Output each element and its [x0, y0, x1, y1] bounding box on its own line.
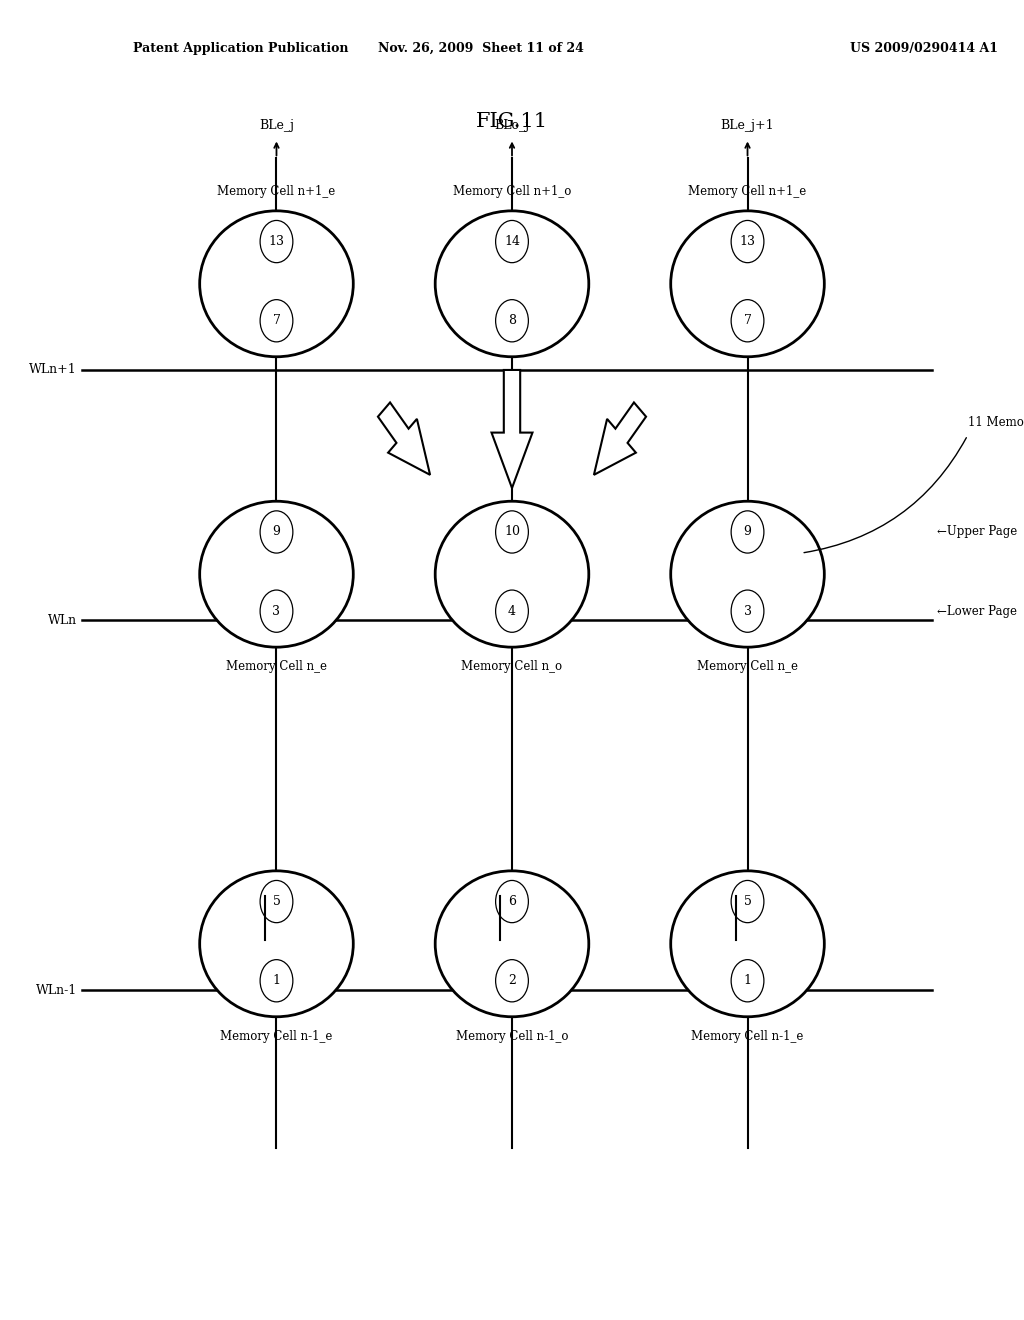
Text: 5: 5 [743, 895, 752, 908]
Ellipse shape [200, 871, 353, 1016]
Text: BLe_j+1: BLe_j+1 [721, 119, 774, 132]
Text: BLo_j: BLo_j [495, 119, 529, 132]
Text: WLn+1: WLn+1 [29, 363, 77, 376]
Text: 1: 1 [743, 974, 752, 987]
Text: 10: 10 [504, 525, 520, 539]
Text: 3: 3 [743, 605, 752, 618]
Text: WLn-1: WLn-1 [36, 983, 77, 997]
Text: Memory Cell n-1_e: Memory Cell n-1_e [691, 1030, 804, 1043]
Text: WLn: WLn [48, 614, 77, 627]
Ellipse shape [435, 211, 589, 356]
Text: 4: 4 [508, 605, 516, 618]
Text: 9: 9 [272, 525, 281, 539]
Text: US 2009/0290414 A1: US 2009/0290414 A1 [850, 42, 998, 55]
Text: 5: 5 [272, 895, 281, 908]
Text: 9: 9 [743, 525, 752, 539]
Ellipse shape [435, 502, 589, 647]
Ellipse shape [671, 871, 824, 1016]
Text: 6: 6 [508, 895, 516, 908]
Polygon shape [492, 370, 532, 488]
Text: 7: 7 [743, 314, 752, 327]
Text: 1: 1 [272, 974, 281, 987]
Polygon shape [378, 403, 430, 475]
Text: 13: 13 [268, 235, 285, 248]
Text: 11 Memory Cell: 11 Memory Cell [968, 416, 1024, 429]
Text: Memory Cell n-1_e: Memory Cell n-1_e [220, 1030, 333, 1043]
Text: Memory Cell n_o: Memory Cell n_o [462, 660, 562, 673]
Text: 8: 8 [508, 314, 516, 327]
Text: Nov. 26, 2009  Sheet 11 of 24: Nov. 26, 2009 Sheet 11 of 24 [378, 42, 585, 55]
Text: ←Lower Page: ←Lower Page [937, 605, 1017, 618]
Text: Memory Cell n_e: Memory Cell n_e [226, 660, 327, 673]
Text: Memory Cell n+1_e: Memory Cell n+1_e [688, 185, 807, 198]
Text: 7: 7 [272, 314, 281, 327]
Ellipse shape [200, 502, 353, 647]
Text: Memory Cell n+1_e: Memory Cell n+1_e [217, 185, 336, 198]
Polygon shape [594, 403, 646, 475]
Text: Patent Application Publication: Patent Application Publication [133, 42, 348, 55]
Text: Memory Cell n_e: Memory Cell n_e [697, 660, 798, 673]
Text: 2: 2 [508, 974, 516, 987]
Text: Memory Cell n+1_o: Memory Cell n+1_o [453, 185, 571, 198]
Text: 14: 14 [504, 235, 520, 248]
Ellipse shape [435, 871, 589, 1016]
Text: 13: 13 [739, 235, 756, 248]
Ellipse shape [200, 211, 353, 356]
Ellipse shape [671, 502, 824, 647]
Text: Memory Cell n-1_o: Memory Cell n-1_o [456, 1030, 568, 1043]
Text: 3: 3 [272, 605, 281, 618]
Text: ←Upper Page: ←Upper Page [937, 525, 1017, 539]
Text: FIG.11: FIG.11 [476, 112, 548, 131]
Ellipse shape [671, 211, 824, 356]
Text: BLe_j: BLe_j [259, 119, 294, 132]
